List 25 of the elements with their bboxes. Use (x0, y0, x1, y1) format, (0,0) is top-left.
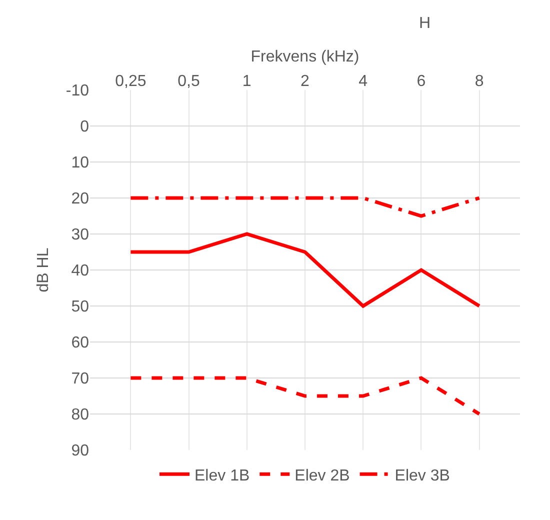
y-tick-label: 50 (71, 298, 90, 316)
y-tick-label: 0 (80, 118, 90, 136)
y-tick-label: 20 (71, 190, 90, 208)
legend-label: Elev 1B (194, 467, 250, 484)
y-tick-label: 10 (71, 154, 90, 172)
y-tick-label: 30 (71, 226, 90, 244)
text: H (419, 15, 431, 32)
x-tick-label: 0,25 (115, 72, 146, 90)
x-tick-label: 4 (358, 72, 368, 90)
y-tick-label: 90 (71, 442, 90, 460)
line-series (128, 232, 482, 308)
y-axis-title: dB HL (35, 248, 52, 292)
legend-label: Elev 2B (294, 467, 350, 484)
y-tick-label: 70 (71, 370, 90, 388)
legend-label: Elev 3B (394, 467, 450, 484)
x-tick-label: 2 (300, 72, 310, 90)
y-tick-label: -10 (66, 82, 90, 100)
x-tick-label: 1 (242, 72, 252, 90)
x-tick-label: 8 (474, 72, 484, 90)
x-axis-title: Frekvens (kHz) (250, 48, 360, 66)
y-tick-label: 80 (71, 406, 90, 424)
x-tick-label: 6 (416, 72, 426, 90)
y-tick-label: 60 (71, 334, 90, 352)
x-tick-label: 0,5 (178, 72, 200, 90)
y-tick-label: 40 (71, 262, 90, 280)
